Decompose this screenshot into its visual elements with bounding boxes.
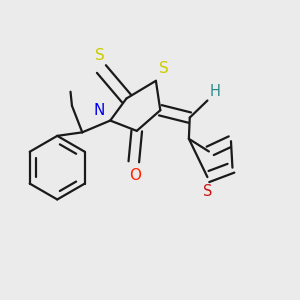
Text: O: O bbox=[129, 168, 141, 183]
Text: S: S bbox=[203, 184, 212, 200]
Text: N: N bbox=[94, 103, 105, 118]
Text: S: S bbox=[95, 47, 105, 62]
Text: S: S bbox=[159, 61, 169, 76]
Text: H: H bbox=[210, 84, 220, 99]
